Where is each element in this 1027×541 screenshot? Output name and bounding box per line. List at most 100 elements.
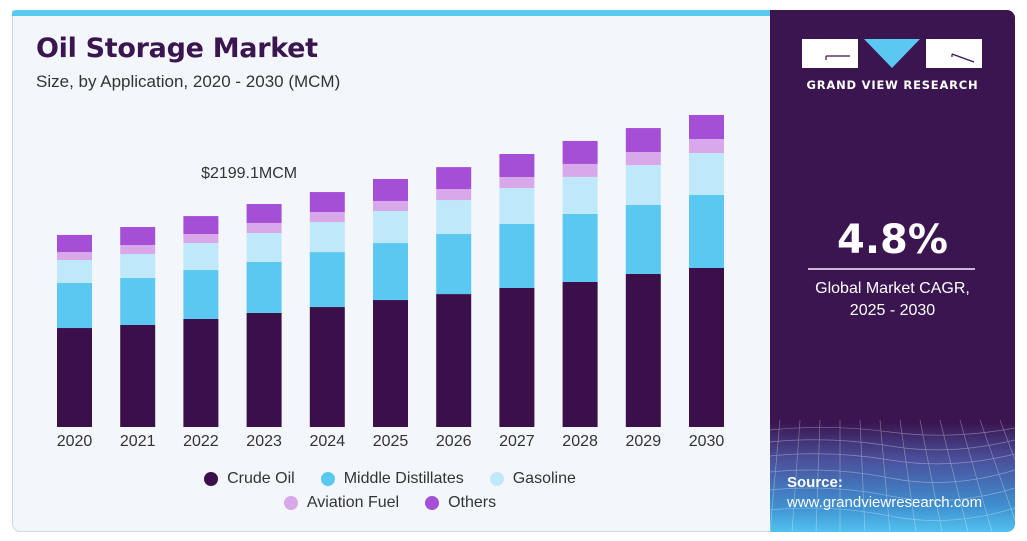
cagr-label-line2: 2025 - 2030 (849, 302, 936, 319)
x-axis-labels: 2020 2021 2022 2023 2024 2025 2026 2027 2028 2029… (57, 433, 725, 450)
bar-stack-2025 (373, 178, 408, 427)
bar-crude-oil-2028 (562, 281, 598, 427)
x-tick-label: 2022 (183, 433, 219, 450)
bar-aviation-fuel-2030 (689, 139, 724, 154)
x-tick-label: 2025 (373, 433, 409, 450)
bar-gasoline-2030 (689, 153, 724, 195)
source-label: Source: (787, 474, 843, 491)
bar-middle-distillates-2028 (562, 213, 598, 282)
bar-crude-oil-2029 (625, 273, 661, 427)
bar-middle-distillates-2027 (499, 223, 535, 288)
bar-aviation-fuel-2021 (120, 244, 156, 255)
bar-aviation-fuel-2024 (309, 212, 345, 223)
bars-group (57, 114, 724, 427)
bar-middle-distillates-2021 (120, 278, 156, 325)
legend: Crude Oil Middle Distillates Gasoline Avia… (150, 467, 630, 515)
bar-others-2025 (373, 178, 408, 201)
bar-stack-2023 (246, 204, 282, 427)
chart-subtitle: Size, by Application, 2020 - 2030 (MCM) (36, 72, 341, 91)
legend-swatch-icon (283, 496, 298, 510)
bar-gasoline-2021 (120, 254, 156, 279)
brand-name: GRAND VIEW RESEARCH (806, 78, 979, 92)
chart-title: Oil Storage Market (36, 33, 318, 64)
legend-label: Middle Distillates (343, 470, 464, 487)
x-tick-label: 2028 (562, 433, 598, 450)
bar-aviation-fuel-2020 (57, 251, 92, 260)
bar-aviation-fuel-2026 (436, 189, 472, 201)
legend-label: Crude Oil (227, 470, 295, 487)
bar-aviation-fuel-2029 (625, 152, 661, 166)
bar-crude-oil-2021 (120, 324, 156, 427)
cagr-label: Global Market CAGR, 2025 - 2030 (770, 278, 1015, 322)
side-panel: GRAND VIEW RESEARCH 4.8% Global Market C… (770, 10, 1015, 532)
bar-others-2026 (436, 167, 472, 190)
total-annotation: $2199.1MCM (201, 165, 297, 182)
legend-item-others: Others (425, 491, 496, 515)
bar-gasoline-2023 (246, 232, 282, 262)
x-tick-label: 2026 (436, 433, 472, 450)
accent-bar (12, 10, 770, 16)
bar-stack-2021 (120, 227, 156, 427)
legend-swatch-icon (489, 472, 504, 486)
legend-swatch-icon (425, 496, 440, 510)
bar-aviation-fuel-2027 (499, 177, 535, 188)
bar-crude-oil-2026 (436, 294, 472, 427)
source-link[interactable]: www.grandviewresearch.com (787, 494, 983, 511)
bar-crude-oil-2022 (183, 319, 219, 427)
legend-label: Gasoline (512, 470, 576, 487)
bar-others-2027 (499, 154, 535, 178)
gvr-logo-icon (802, 39, 982, 68)
bar-aviation-fuel-2023 (246, 222, 282, 233)
cagr-divider (808, 268, 975, 270)
x-tick-label: 2030 (689, 433, 725, 450)
bar-aviation-fuel-2022 (183, 234, 219, 244)
x-tick-label: 2027 (499, 433, 535, 450)
bar-gasoline-2020 (57, 259, 92, 284)
cagr-label-line1: Global Market CAGR, (815, 280, 970, 297)
legend-label: Aviation Fuel (306, 494, 400, 511)
bar-others-2022 (183, 216, 219, 235)
bar-crude-oil-2020 (57, 328, 92, 427)
bar-crude-oil-2030 (689, 267, 724, 427)
bar-gasoline-2025 (373, 211, 408, 244)
bar-gasoline-2026 (436, 200, 472, 235)
bar-others-2029 (625, 128, 661, 153)
bar-middle-distillates-2030 (689, 194, 724, 268)
bar-aviation-fuel-2028 (562, 163, 598, 177)
wave-grid-decoration (770, 420, 1015, 532)
bar-middle-distillates-2024 (309, 252, 345, 308)
bar-stack-2024 (309, 192, 345, 427)
bar-others-2020 (57, 234, 92, 252)
bar-middle-distillates-2026 (436, 234, 472, 295)
bar-gasoline-2027 (499, 187, 535, 224)
legend-swatch-icon (204, 472, 219, 486)
bar-gasoline-2029 (625, 165, 661, 206)
bar-stack-2020 (57, 234, 92, 427)
bar-middle-distillates-2023 (246, 261, 282, 313)
legend-item-gasoline: Gasoline (489, 467, 576, 491)
bar-aviation-fuel-2025 (373, 200, 408, 212)
x-tick-label: 2029 (626, 433, 662, 450)
legend-item-aviation-fuel: Aviation Fuel (283, 491, 400, 515)
bar-stack-2029 (625, 128, 661, 427)
bar-others-2023 (246, 204, 282, 223)
bar-middle-distillates-2022 (183, 270, 219, 320)
bar-middle-distillates-2029 (625, 205, 661, 274)
bar-gasoline-2024 (309, 222, 345, 253)
bar-gasoline-2022 (183, 243, 219, 271)
bar-others-2021 (120, 227, 156, 245)
bar-stack-2030 (689, 114, 724, 427)
bar-middle-distillates-2020 (57, 283, 92, 329)
bar-crude-oil-2027 (499, 287, 535, 427)
bar-others-2028 (562, 140, 598, 164)
stacked-bar-chart: 2020 2021 2022 2023 2024 2025 2026 2027 2028 2029… (57, 114, 725, 450)
bar-gasoline-2028 (562, 176, 598, 214)
cagr-value: 4.8% (837, 217, 948, 263)
legend-row: Aviation Fuel Others (150, 491, 630, 515)
bar-crude-oil-2024 (309, 307, 345, 427)
x-tick-label: 2021 (120, 433, 156, 450)
legend-swatch-icon (320, 472, 335, 486)
legend-item-crude-oil: Crude Oil (204, 467, 295, 491)
bar-stack-2028 (562, 140, 598, 427)
bar-others-2030 (689, 114, 724, 140)
